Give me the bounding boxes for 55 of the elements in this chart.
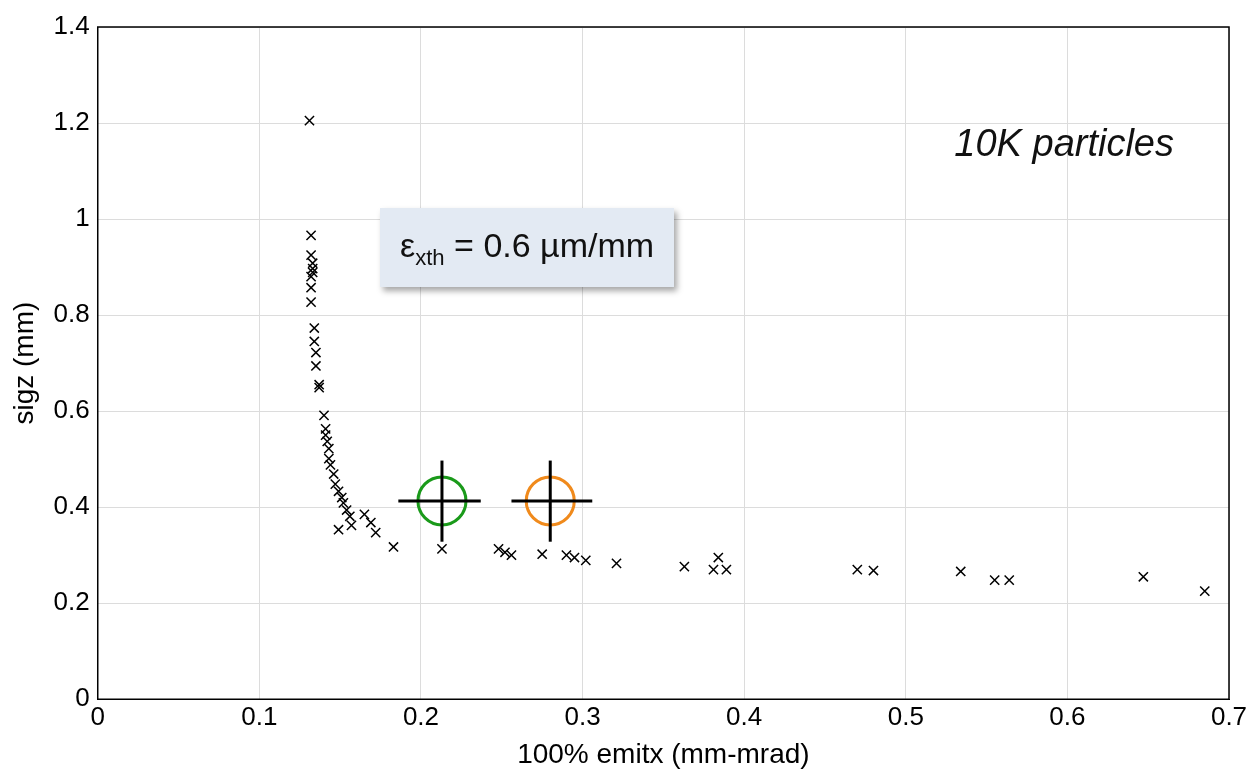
y-tick-label: 0.4 [53,490,90,521]
point [359,509,370,520]
point [388,541,399,553]
y-tick-label: 1.2 [53,106,90,137]
x-tick-label: 0.4 [726,700,763,731]
point [955,566,967,577]
point [318,410,330,421]
point [580,555,592,566]
point [333,485,344,497]
point [721,564,732,575]
point [989,574,1001,586]
y-axis-title: sigz (mm) [7,301,39,425]
point [679,561,690,573]
point [561,549,572,561]
point [370,527,382,538]
point [851,564,863,575]
x-tick-label: 0.7 [1210,700,1248,731]
point [305,296,317,308]
y-tick-label: 1.4 [53,10,90,41]
x-tick-label: 0.1 [241,700,278,731]
y-tick-label: 1 [75,202,90,233]
point [499,546,511,558]
point [611,557,622,569]
point [310,360,322,372]
point [333,524,344,536]
point [305,230,317,241]
point [524,475,576,527]
point [304,115,315,126]
point [341,504,352,516]
y-tick-label: 0.2 [53,586,90,617]
y-tick-label: 0.6 [53,394,90,425]
point [536,548,548,560]
point [336,492,348,503]
point [708,564,719,575]
y-tick-label: 0.8 [53,298,90,329]
x-axis-title: 100% emitx (mm-mrad) [517,737,810,769]
point [308,322,320,334]
point [868,565,879,576]
point [493,543,504,555]
point [436,543,448,555]
x-tick-label: 0.6 [1049,700,1086,731]
point [365,517,377,528]
point [338,497,349,509]
point [569,552,580,563]
point [1138,571,1149,583]
point [416,475,468,527]
point [712,552,724,563]
point [1199,585,1211,597]
point [506,549,517,561]
x-tick-label: 0.3 [564,700,601,731]
point [1003,574,1015,586]
annotation: ε$_{xth}$ = 0.6 µm/mm [380,208,675,287]
x-tick-label: 0.5 [887,700,924,731]
x-tick-label: 0.2 [402,700,440,731]
annotation: 10K particles [954,122,1174,165]
